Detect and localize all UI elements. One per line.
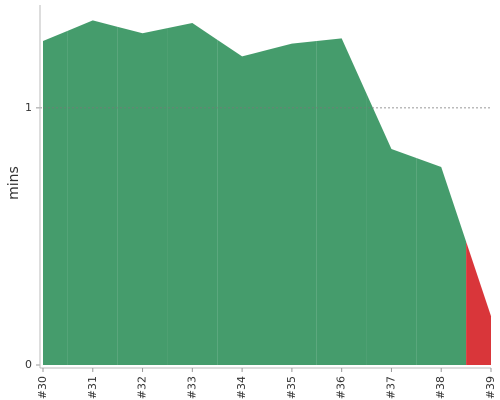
area-segment — [167, 23, 218, 365]
x-tick-label: #33 — [185, 376, 198, 399]
x-tick-label: #32 — [136, 376, 149, 399]
x-tick-label: #30 — [36, 376, 49, 399]
area-segment — [416, 158, 467, 365]
area-segment — [267, 41, 317, 365]
area-segment — [217, 39, 267, 365]
y-axis-label: mins — [6, 166, 22, 200]
x-tick-label: #39 — [484, 376, 497, 399]
x-tick-label: #35 — [285, 376, 298, 399]
area-segment — [67, 20, 118, 366]
x-tick-label: #38 — [434, 376, 447, 399]
area-segment — [117, 26, 168, 365]
x-tick-label: #31 — [86, 376, 99, 399]
x-tick-label: #37 — [384, 376, 397, 399]
area-segment — [316, 38, 367, 366]
x-tick-label: #34 — [235, 376, 248, 399]
y-tick-label: 0 — [25, 358, 32, 371]
area-segment — [366, 93, 417, 365]
y-tick-label: 1 — [25, 101, 32, 114]
area-segment — [43, 30, 68, 365]
area-segment — [466, 241, 491, 365]
x-tick-label: #36 — [335, 376, 348, 399]
